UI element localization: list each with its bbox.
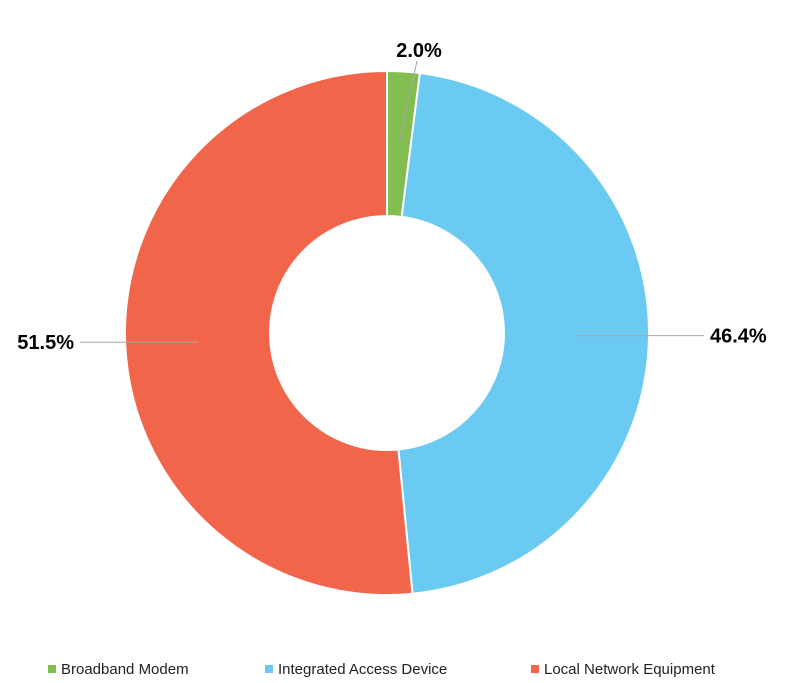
legend-swatch-broadband-modem: [48, 665, 56, 673]
legend-label-broadband-modem: Broadband Modem: [61, 661, 189, 678]
legend-item-broadband-modem: Broadband Modem: [48, 661, 189, 678]
data-label-broadband-modem: 2.0%: [396, 40, 442, 62]
data-labels-group: 2.0% 46.4% 51.5%: [17, 40, 767, 354]
legend: Broadband Modem Integrated Access Device L…: [48, 661, 716, 678]
data-label-local-network-equipment: 51.5%: [17, 332, 74, 354]
leader-line-broadband-modem: [398, 60, 418, 144]
legend-label-local-network-equipment: Local Network Equipment: [544, 661, 716, 678]
slice-integrated-access-device: [397, 71, 650, 595]
slice-local-network-equipment: [124, 69, 414, 596]
legend-swatch-local-network-equipment: [531, 665, 539, 673]
legend-label-integrated-access-device: Integrated Access Device: [278, 661, 447, 678]
data-label-integrated-access-device: 46.4%: [710, 326, 767, 348]
legend-item-integrated-access-device: Integrated Access Device: [265, 661, 447, 678]
legend-item-local-network-equipment: Local Network Equipment: [531, 661, 716, 678]
slices-group: [124, 69, 650, 596]
legend-swatch-integrated-access-device: [265, 665, 273, 673]
leader-lines-group: [80, 60, 704, 343]
